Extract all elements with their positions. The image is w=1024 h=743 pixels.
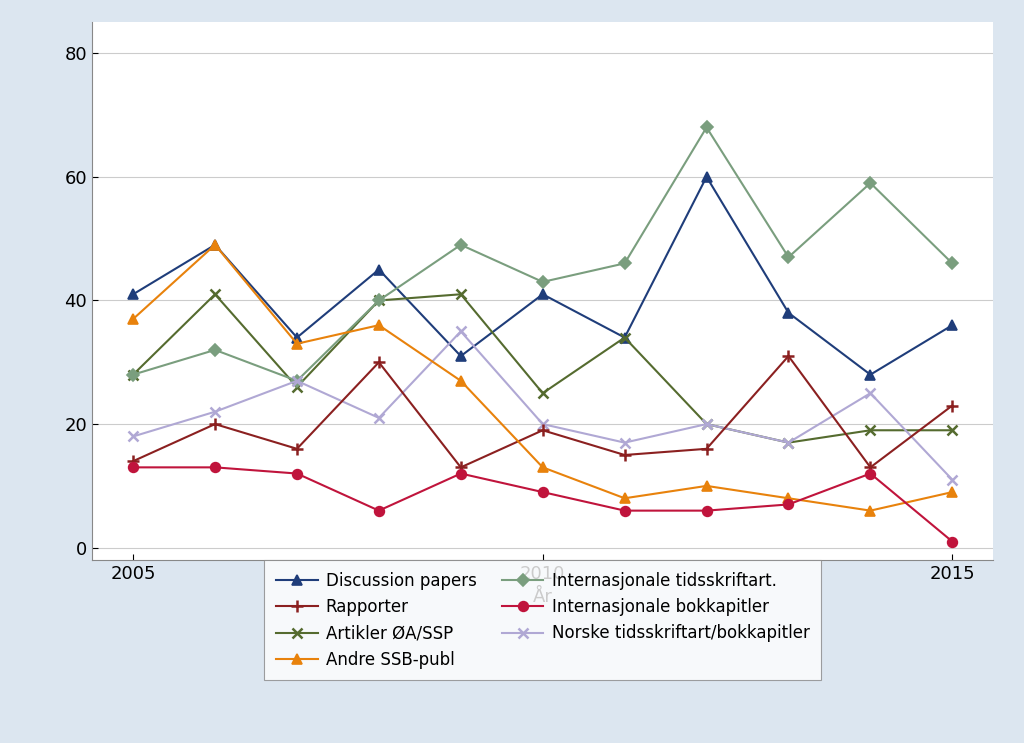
Discussion papers (209, 241, 221, 250)
Artikler ØA/SSP (782, 438, 795, 447)
Rapporter (864, 463, 877, 472)
Artikler ØA/SSP (373, 296, 385, 305)
Andre SSB-publ (291, 340, 303, 348)
Internasjonale bokkapitler (700, 506, 713, 515)
Legend: Discussion papers, Rapporter, Artikler ØA/SSP, Andre SSB-publ, Internasjonale ti: Discussion papers, Rapporter, Artikler Ø… (264, 560, 821, 681)
Internasjonale bokkapitler (209, 463, 221, 472)
Norske tidsskriftart/bokkapitler (127, 432, 139, 441)
Rapporter (946, 401, 958, 410)
Internasjonale tidsskriftart. (618, 259, 631, 267)
Discussion papers (782, 308, 795, 317)
Andre SSB-publ (782, 494, 795, 503)
Artikler ØA/SSP (700, 420, 713, 429)
Rapporter (291, 444, 303, 453)
Internasjonale tidsskriftart. (455, 241, 467, 250)
Internasjonale tidsskriftart. (864, 178, 877, 187)
Andre SSB-publ (209, 241, 221, 250)
Andre SSB-publ (700, 481, 713, 490)
Norske tidsskriftart/bokkapitler (618, 438, 631, 447)
Discussion papers (537, 290, 549, 299)
Andre SSB-publ (455, 377, 467, 386)
Andre SSB-publ (618, 494, 631, 503)
Internasjonale bokkapitler (946, 537, 958, 546)
Artikler ØA/SSP (618, 333, 631, 342)
Andre SSB-publ (373, 321, 385, 330)
Internasjonale tidsskriftart. (946, 259, 958, 267)
Norske tidsskriftart/bokkapitler (455, 327, 467, 336)
Line: Norske tidsskriftart/bokkapitler: Norske tidsskriftart/bokkapitler (128, 326, 957, 484)
Internasjonale bokkapitler (864, 469, 877, 478)
Norske tidsskriftart/bokkapitler (946, 476, 958, 484)
Rapporter (209, 420, 221, 429)
Rapporter (455, 463, 467, 472)
Rapporter (782, 351, 795, 360)
Andre SSB-publ (537, 463, 549, 472)
Norske tidsskriftart/bokkapitler (209, 407, 221, 416)
Norske tidsskriftart/bokkapitler (373, 413, 385, 422)
Line: Artikler ØA/SSP: Artikler ØA/SSP (128, 290, 957, 447)
Rapporter (127, 457, 139, 466)
Internasjonale bokkapitler (127, 463, 139, 472)
Andre SSB-publ (864, 506, 877, 515)
Artikler ØA/SSP (864, 426, 877, 435)
Artikler ØA/SSP (537, 389, 549, 398)
Internasjonale tidsskriftart. (291, 377, 303, 386)
Discussion papers (127, 290, 139, 299)
Discussion papers (455, 351, 467, 360)
Internasjonale bokkapitler (782, 500, 795, 509)
Internasjonale tidsskriftart. (373, 296, 385, 305)
Andre SSB-publ (127, 314, 139, 323)
Artikler ØA/SSP (946, 426, 958, 435)
Internasjonale bokkapitler (618, 506, 631, 515)
Discussion papers (373, 265, 385, 274)
Rapporter (373, 358, 385, 367)
Norske tidsskriftart/bokkapitler (782, 438, 795, 447)
Internasjonale bokkapitler (455, 469, 467, 478)
Norske tidsskriftart/bokkapitler (700, 420, 713, 429)
Andre SSB-publ (946, 487, 958, 496)
Discussion papers (291, 333, 303, 342)
Internasjonale bokkapitler (537, 487, 549, 496)
X-axis label: År: År (532, 588, 553, 606)
Artikler ØA/SSP (209, 290, 221, 299)
Line: Discussion papers: Discussion papers (128, 172, 957, 380)
Rapporter (537, 426, 549, 435)
Line: Rapporter: Rapporter (127, 350, 958, 473)
Line: Internasjonale bokkapitler: Internasjonale bokkapitler (128, 462, 957, 546)
Rapporter (618, 450, 631, 459)
Norske tidsskriftart/bokkapitler (537, 420, 549, 429)
Internasjonale tidsskriftart. (700, 123, 713, 132)
Internasjonale tidsskriftart. (782, 253, 795, 262)
Discussion papers (618, 333, 631, 342)
Line: Internasjonale tidsskriftart.: Internasjonale tidsskriftart. (129, 123, 956, 385)
Artikler ØA/SSP (455, 290, 467, 299)
Norske tidsskriftart/bokkapitler (864, 389, 877, 398)
Discussion papers (946, 321, 958, 330)
Internasjonale tidsskriftart. (209, 345, 221, 354)
Artikler ØA/SSP (127, 370, 139, 379)
Line: Andre SSB-publ: Andre SSB-publ (128, 240, 957, 516)
Artikler ØA/SSP (291, 383, 303, 392)
Internasjonale bokkapitler (291, 469, 303, 478)
Discussion papers (700, 172, 713, 181)
Norske tidsskriftart/bokkapitler (291, 377, 303, 386)
Internasjonale bokkapitler (373, 506, 385, 515)
Internasjonale tidsskriftart. (537, 277, 549, 286)
Internasjonale tidsskriftart. (127, 370, 139, 379)
Rapporter (700, 444, 713, 453)
Discussion papers (864, 370, 877, 379)
